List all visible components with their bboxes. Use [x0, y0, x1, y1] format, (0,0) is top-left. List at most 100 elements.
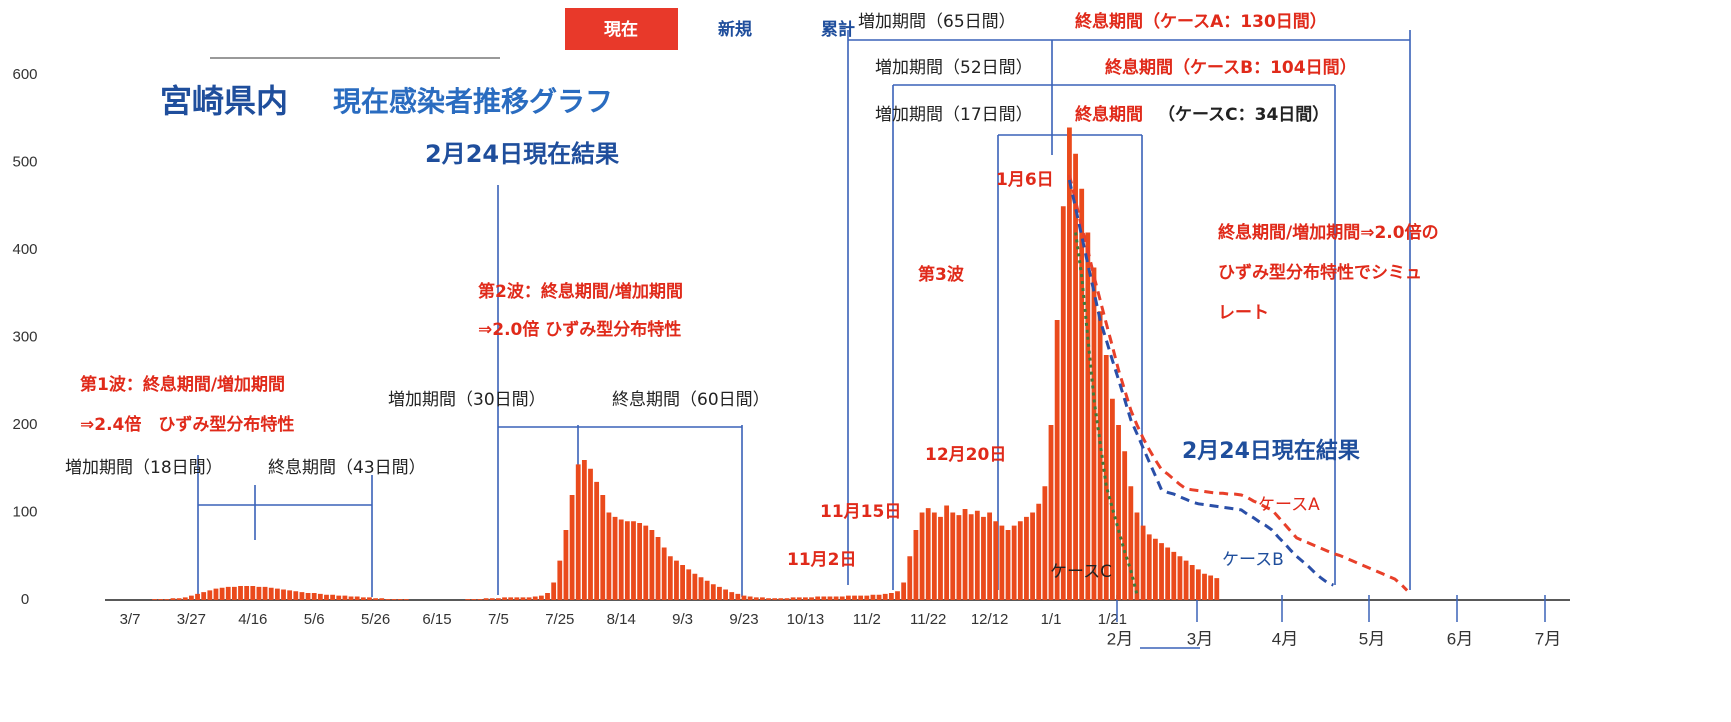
tab[interactable]: 新規 [718, 19, 752, 40]
bar [882, 593, 888, 600]
x-tick-label: 5/6 [304, 611, 325, 628]
bar [403, 599, 409, 600]
bar [852, 595, 857, 600]
month-label: 3月 [1187, 629, 1213, 648]
bar [244, 586, 250, 600]
annotation: 1月6日 [996, 170, 1054, 190]
y-tick-label: 400 [12, 241, 37, 258]
x-tick-label: 7/5 [488, 611, 509, 628]
bar [225, 586, 231, 600]
bar [704, 580, 710, 600]
bar [858, 595, 864, 600]
bar [189, 595, 194, 600]
bar [1152, 538, 1158, 600]
bar [968, 514, 974, 600]
bar [649, 530, 655, 600]
bar [1140, 525, 1146, 600]
bar [692, 573, 698, 600]
bar [661, 547, 667, 600]
bar [207, 590, 213, 600]
annotation: 2月24日現在結果 [1182, 438, 1360, 464]
bar [643, 525, 649, 600]
bar [526, 597, 532, 600]
title: 宮崎県内 [160, 82, 288, 120]
bar [1048, 425, 1054, 600]
bar [594, 481, 600, 600]
bar [821, 596, 827, 600]
bar [760, 597, 765, 600]
projection-line [1074, 232, 1139, 596]
x-tick-label: 1/21 [1098, 611, 1127, 628]
tab-active[interactable] [565, 8, 678, 50]
bar [778, 598, 784, 600]
bar [1054, 320, 1060, 600]
bar [1091, 267, 1097, 600]
bar [496, 598, 501, 600]
bar [717, 586, 722, 600]
month-label: 2月 [1107, 629, 1133, 648]
annotation: 増加期間（17日間） [875, 105, 1033, 125]
bar [612, 516, 618, 600]
bar [784, 598, 790, 600]
bar [158, 599, 164, 600]
bar [489, 598, 495, 600]
x-tick-label: 1/1 [1041, 611, 1062, 628]
bar [913, 530, 919, 600]
month-label: 7月 [1535, 629, 1561, 648]
bar [1110, 398, 1115, 600]
annotation: （ケースC：34日間） [1158, 104, 1329, 125]
bar [938, 516, 943, 600]
bar [901, 582, 907, 600]
annotation: ケースB [1222, 550, 1284, 570]
bar [710, 584, 716, 600]
y-tick-label: 600 [12, 66, 37, 83]
bar [250, 586, 256, 600]
bar [845, 595, 851, 600]
bar [588, 468, 593, 600]
x-tick-label: 12/12 [971, 611, 1009, 628]
annotation: 11月15日 [820, 502, 901, 522]
x-tick-label: 11/22 [910, 611, 946, 628]
bar [483, 598, 489, 600]
tab[interactable]: 現在 [604, 19, 638, 40]
bar [741, 595, 747, 600]
x-tick-label: 5/26 [361, 611, 390, 628]
bar [999, 525, 1005, 600]
x-tick-label: 9/3 [672, 611, 693, 628]
bar [367, 597, 372, 600]
bar [231, 586, 237, 600]
bar [618, 519, 624, 600]
x-tick-label: 3/27 [177, 611, 206, 628]
bar [796, 597, 802, 600]
bar [1183, 560, 1189, 600]
bar [305, 593, 311, 600]
annotation: 増加期間（30日間） [388, 390, 546, 410]
y-tick-label: 300 [12, 328, 37, 345]
bar [164, 599, 170, 600]
annotation: 終息期間 [1075, 104, 1143, 125]
bar [606, 512, 612, 600]
bar [360, 597, 366, 600]
bar [268, 587, 274, 600]
bar [508, 597, 514, 600]
bar [563, 530, 569, 600]
bar [391, 599, 397, 600]
bar [514, 597, 520, 600]
y-tick-label: 100 [12, 503, 37, 520]
bar [324, 594, 329, 600]
bar [1036, 503, 1042, 600]
bar [170, 598, 176, 600]
annotation: 12月20日 [925, 445, 1006, 465]
month-label: 4月 [1272, 629, 1298, 648]
bar [379, 598, 385, 600]
bar [1085, 232, 1091, 600]
bar [655, 537, 661, 600]
bar [723, 589, 728, 600]
bar [219, 587, 225, 600]
tab[interactable]: 累計 [821, 19, 855, 40]
bar [944, 505, 950, 600]
subtitle: 2月24日現在結果 [425, 140, 619, 168]
bar [201, 592, 207, 600]
bar [1189, 565, 1195, 600]
bar [195, 593, 200, 600]
